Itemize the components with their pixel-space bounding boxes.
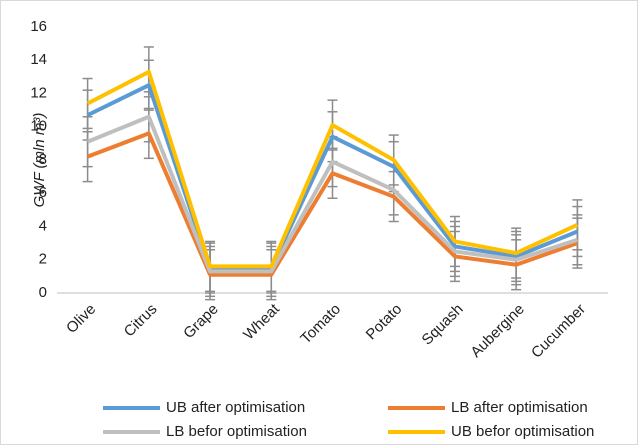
y-tick-label: 12 [30,84,47,101]
legend-label: UB befor optimisation [451,423,594,440]
series-line [86,114,579,274]
legend-label: LB befor optimisation [166,423,307,440]
y-tick-label: 14 [30,51,47,68]
error-bar [82,77,93,130]
legend-label: UB after optimisation [166,399,305,416]
y-tick-label: 2 [39,251,47,268]
legend-label: LB after optimisation [451,399,588,416]
y-tick-label: 6 [39,184,47,201]
y-tick-label: 10 [30,118,47,135]
y-tick-label: 4 [39,217,47,234]
y-tick-label: 0 [39,284,47,301]
y-axis-label: GWF (mln m³) [31,113,48,208]
series-line [86,131,579,277]
y-tick-label: 8 [39,151,47,168]
series-line [86,83,579,271]
y-tick-label: 16 [30,18,47,35]
series-line [86,69,579,269]
